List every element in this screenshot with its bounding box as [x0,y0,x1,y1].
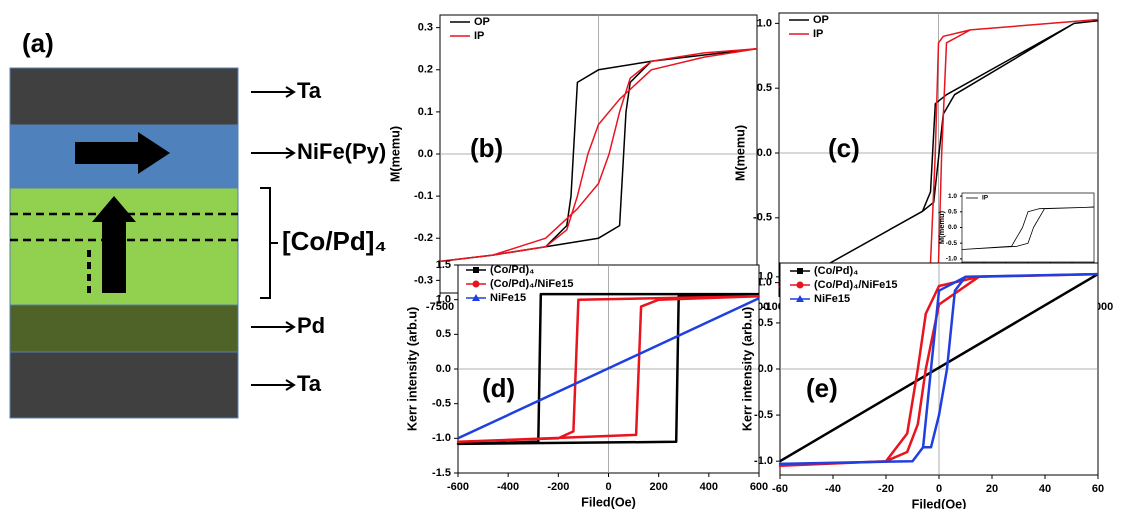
legend-label: (Co/Pd)₄/NiFe15 [814,279,897,291]
x-tick-label: -200 [547,481,569,493]
chart: -60 -40 -20 0 20 40 60 -1.0 -0.5 0.0 0.5 1.0 Filed(O… [740,262,1104,512]
series-line [961,206,1095,250]
y-tick-label: 0.5 [948,209,957,216]
y-tick-label: -0.5 [432,398,451,410]
y-axis-label: M(memu) [388,126,402,182]
x-tick-label: -60 [772,483,788,495]
legend-label: (Co/Pd)₄ [490,264,534,276]
legend-label: OP [474,16,490,28]
y-tick-label: -1.5 [432,467,451,479]
arrow-perp [92,196,136,293]
y-tick-label: -1.0 [432,432,451,444]
layer-ta-top [9,67,239,126]
y-tick-label: 0.2 [418,64,433,76]
series-line [456,292,760,446]
plot-area [961,192,1095,263]
layer-label: Pd [297,313,325,338]
legend-label: IP [982,195,989,202]
legend-label: (Co/Pd)₄/NiFe15 [490,278,573,290]
x-tick-label: 0 [605,481,611,493]
y-axis-label: Kerr intensity (arb.u) [740,307,754,431]
x-axis-label: Filed(Oe) [581,496,636,509]
panel-label: (c) [828,133,860,163]
y-axis-label: M(memu) [937,210,946,244]
y-tick-label: 1.0 [436,294,451,306]
layer-label: [Co/Pd]₄ [282,226,387,256]
y-tick-label: 0.5 [436,328,451,340]
y-tick-label: -0.1 [414,190,433,202]
legend-label: NiFe15 [490,292,526,304]
x-tick-label: 0 [936,483,942,495]
x-axis-label: Filed(Oe) [912,498,967,509]
series-line [778,20,1099,286]
series-line [778,18,1099,288]
layer-label: Ta [297,371,322,396]
x-tick-label: -7500 [426,301,454,313]
legend-marker [796,295,804,302]
y-tick-label: 1.5 [436,259,451,271]
y-tick-label: -1.0 [754,455,773,467]
x-tick-label: -400 [497,481,519,493]
y-tick-label: 0.3 [418,22,433,34]
y-tick-label: -1.0 [946,256,958,263]
y-tick-label: -0.5 [754,409,773,421]
x-tick-label: 60 [1092,483,1104,495]
layer-ta-bottom [9,351,239,419]
y-tick-label: 0.5 [758,317,773,329]
x-tick-label: -20 [878,483,894,495]
x-tick-label: 400 [700,481,718,493]
y-tick-label: 0.0 [418,148,433,160]
y-axis-label: Kerr intensity (arb.u) [405,307,419,431]
y-axis-label: M(memu) [733,125,747,181]
arrow-inplane [75,132,170,174]
legend-marker [472,294,480,301]
series-line [457,297,760,440]
y-tick-label: 0.0 [948,224,957,231]
legend-marker [473,267,479,273]
inset-chart: -60-40-200204060-1.0-0.50.00.51.0Field(O… [937,192,1098,284]
y-tick-label: 1.0 [948,193,957,200]
x-tick-label: 200 [649,481,667,493]
x-tick-label: 600 [750,481,768,493]
legend-label: IP [813,28,823,40]
y-tick-label: 0.0 [436,363,451,375]
x-tick-label: -600 [447,481,469,493]
y-tick-label: 1.0 [758,271,773,283]
series-line [439,47,758,263]
y-tick-label: -0.3 [414,274,433,286]
legend-label: IP [474,30,484,42]
layer-label: Ta [297,78,322,103]
y-tick-label: 0.5 [757,82,772,94]
series-line [778,272,1099,466]
legend-marker [796,281,804,289]
legend-label: (Co/Pd)₄ [814,265,858,277]
x-tick-label: 20 [986,483,998,495]
panel-a: (a) Ta NiFe(Py) [Co/Pd]₄ Pd Ta [9,28,387,419]
x-tick-label: 40 [1039,483,1051,495]
y-tick-label: 1.0 [757,17,772,29]
y-tick-label: 0.1 [418,106,433,118]
panel-label: (b) [470,133,503,163]
legend-label: OP [813,14,829,26]
panel-label: (d) [482,373,515,403]
legend-marker [797,268,803,274]
x-tick-label: -40 [825,483,841,495]
layer-label: NiFe(Py) [297,139,386,164]
chart: -600 -400 -200 0 200 400 600 -1.5 -1.0 -0.5 0.0 0.5… [405,259,768,510]
y-tick-label: -0.5 [946,240,958,247]
legend-label: NiFe15 [814,293,850,305]
series-line [456,294,760,444]
layer-pd [9,304,239,353]
y-tick-label: -0.2 [414,232,433,244]
y-tick-label: -0.5 [753,212,772,224]
panel-label: (e) [806,373,838,403]
y-tick-label: 0.0 [757,147,772,159]
panel-label: (a) [22,28,54,58]
series-line [779,273,1099,463]
legend-marker [472,280,480,288]
y-tick-label: 0.0 [758,363,773,375]
